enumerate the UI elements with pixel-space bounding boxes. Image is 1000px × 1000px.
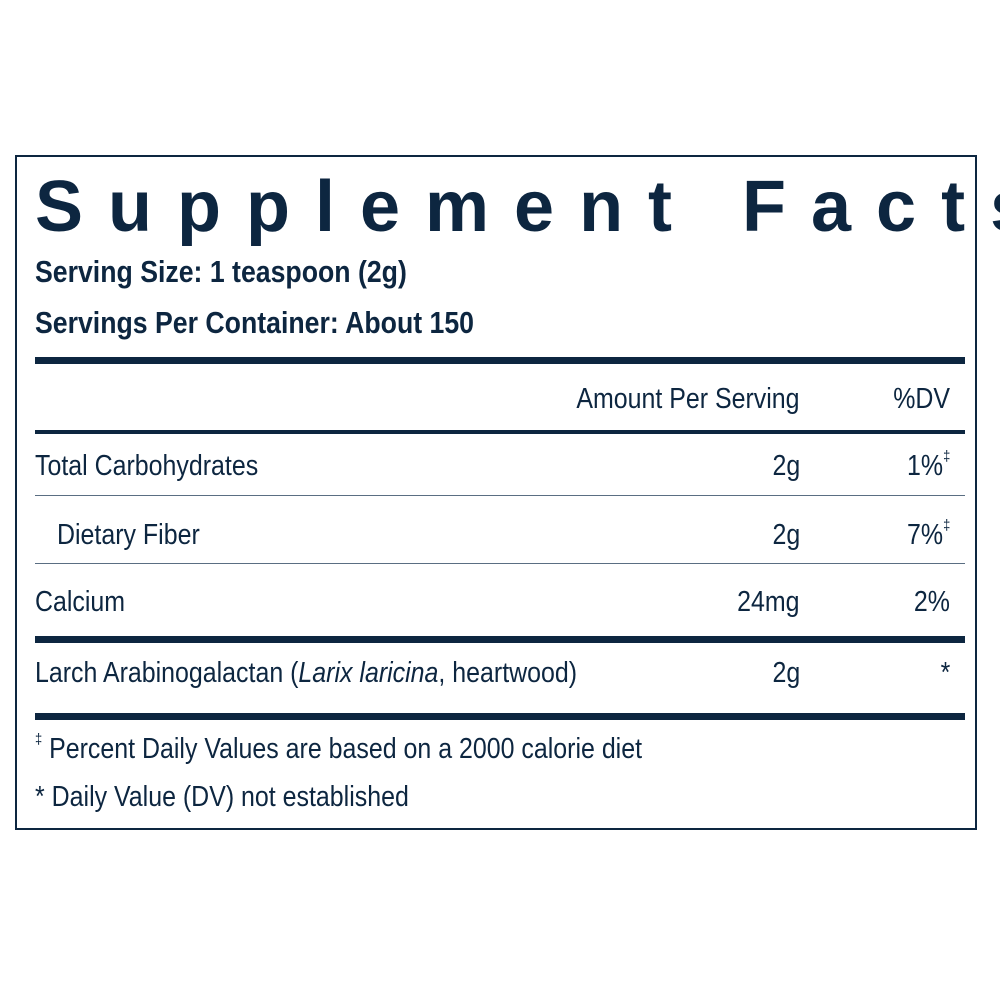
row-dv: 7%‡ bbox=[906, 517, 950, 551]
servings-per-container: Servings Per Container: About 150 bbox=[35, 305, 475, 340]
divider-medium bbox=[35, 430, 965, 434]
row-name: Dietary Fiber bbox=[57, 519, 200, 551]
supplement-facts-panel: Supplement Facts Serving Size: 1 teaspoo… bbox=[15, 155, 1000, 830]
row-dv: 1%‡ bbox=[906, 448, 950, 482]
footnote-dv-not-established: * Daily Value (DV) not established bbox=[35, 781, 409, 813]
row-name: Total Carbohydrates bbox=[35, 450, 259, 482]
double-dagger-mark: ‡ bbox=[942, 448, 950, 465]
divider-thick bbox=[35, 357, 965, 364]
header-amount: Amount Per Serving bbox=[576, 383, 800, 415]
row-name: Larch Arabinogalactan (Larix laricina, h… bbox=[35, 657, 578, 689]
divider-thick bbox=[35, 636, 965, 643]
row-amount: 2g bbox=[772, 657, 800, 689]
divider-thin bbox=[35, 563, 965, 564]
header-dv: %DV bbox=[893, 383, 950, 415]
latin-name: Larix laricina bbox=[298, 657, 439, 689]
divider-thin bbox=[35, 495, 965, 496]
row-name: Calcium bbox=[35, 586, 126, 618]
row-amount: 2g bbox=[772, 450, 800, 482]
footnote-dv-basis: ‡ Percent Daily Values are based on a 20… bbox=[35, 731, 643, 765]
panel-title: Supplement Facts bbox=[35, 167, 1000, 247]
double-dagger-mark: ‡ bbox=[35, 731, 43, 748]
double-dagger-mark: ‡ bbox=[942, 517, 950, 534]
row-dv: * bbox=[940, 657, 950, 689]
serving-size: Serving Size: 1 teaspoon (2g) bbox=[35, 254, 407, 289]
row-amount: 2g bbox=[772, 519, 800, 551]
row-dv: 2% bbox=[913, 586, 950, 618]
row-amount: 24mg bbox=[737, 586, 800, 618]
divider-thick bbox=[35, 713, 965, 720]
